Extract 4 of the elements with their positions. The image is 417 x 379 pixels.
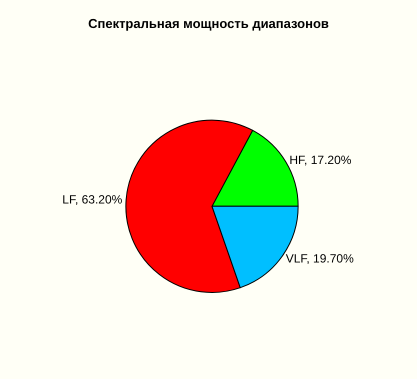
slice-label: HF, 17.20% xyxy=(289,153,352,168)
slice-label: LF, 63.20% xyxy=(62,192,123,207)
slice-label: VLF, 19.70% xyxy=(286,252,354,266)
chart-title: Спектральная мощность диапазонов xyxy=(88,16,329,32)
